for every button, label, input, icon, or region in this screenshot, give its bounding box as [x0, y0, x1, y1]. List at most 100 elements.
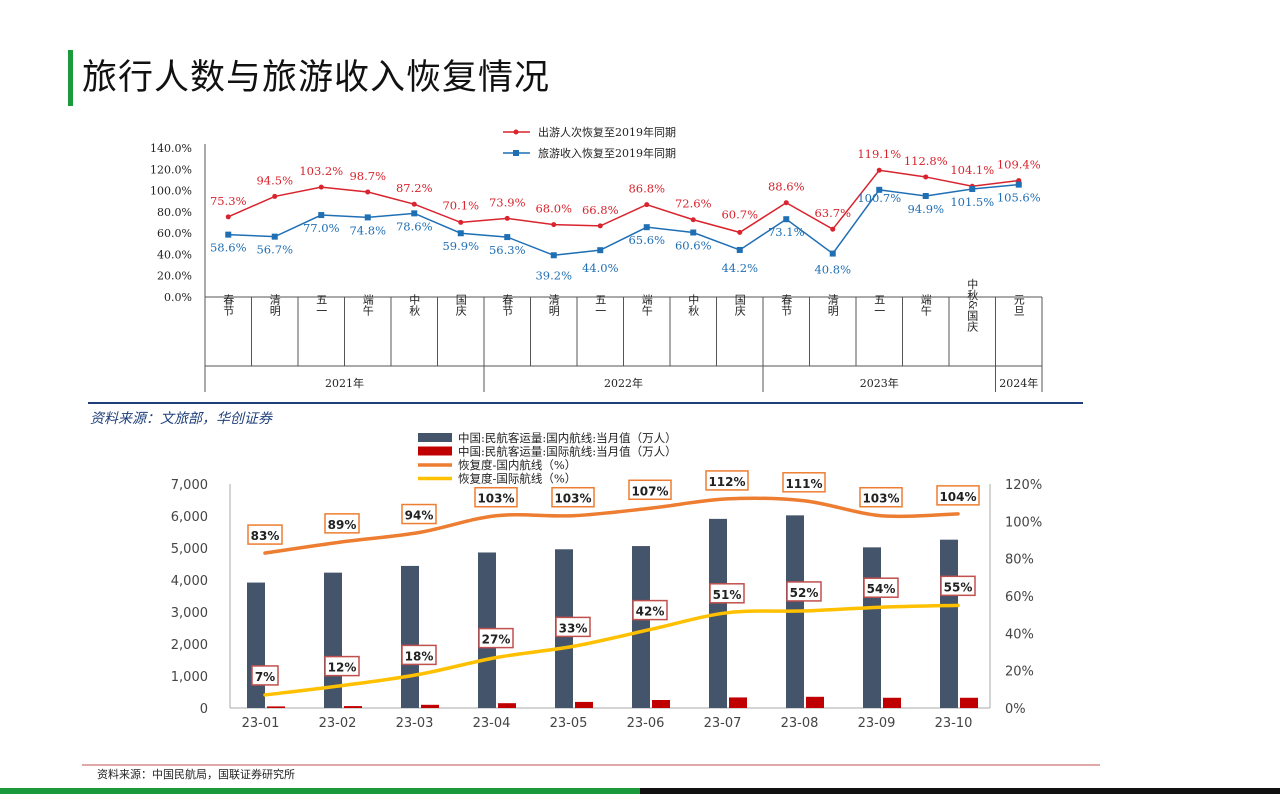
- c1-data-point: [225, 214, 231, 220]
- c1-data-label: 59.9%: [442, 239, 479, 253]
- c2-bar-domestic: [632, 546, 650, 708]
- c2-data-label-box: [247, 524, 283, 545]
- c1-data-label: 98.7%: [349, 169, 386, 183]
- c1-series-line: [227, 169, 1019, 234]
- c1-data-point: [457, 230, 464, 237]
- c1-category-label: 五一: [594, 294, 607, 316]
- c1-data-label: 65.6%: [628, 233, 665, 247]
- c1-category-label: 端午: [919, 294, 932, 316]
- c1-data-label: 87.2%: [396, 181, 433, 195]
- c2-data-label-box: [478, 627, 514, 649]
- c1-group-label: 2022年: [604, 376, 643, 390]
- page-title: 旅行人数与旅游收入恢复情况: [82, 58, 551, 98]
- c1-data-label: 119.1%: [857, 147, 901, 161]
- c2-data-label: 89%: [328, 518, 357, 532]
- c2-data-label: 111%: [785, 477, 822, 491]
- c1-data-point: [644, 202, 650, 208]
- c1-data-point: [504, 234, 511, 241]
- c1-data-label: 75.3%: [210, 194, 247, 208]
- c1-data-label: 78.6%: [396, 219, 433, 233]
- c2-data-label-box: [628, 479, 672, 501]
- c1-data-label: 63.7%: [814, 206, 851, 220]
- c1-category-label: 元旦: [1012, 294, 1025, 316]
- c1-y-tick-label: 60.0%: [157, 227, 192, 240]
- c2-bar-international: [883, 697, 901, 708]
- c2-bar-international: [575, 701, 593, 708]
- c1-group-label: 2021年: [325, 376, 364, 390]
- c2-bar-international: [960, 697, 978, 708]
- c2-y2-tick-label: 80%: [1005, 553, 1034, 568]
- c1-data-point: [411, 201, 417, 207]
- c2-data-label: 94%: [405, 509, 434, 523]
- c1-legend-marker: [513, 129, 519, 135]
- c2-legend-swatch: [418, 446, 452, 456]
- c1-data-point: [830, 226, 836, 232]
- c1-category-label: 春节: [501, 294, 514, 316]
- c1-data-point: [597, 223, 603, 229]
- c2-data-label-box: [782, 472, 826, 493]
- c2-data-label: 55%: [944, 580, 973, 594]
- c2-bar-international: [806, 696, 824, 708]
- c1-data-label: 56.3%: [489, 243, 526, 257]
- c2-x-tick-label: 23-09: [858, 716, 896, 731]
- c2-bar-international: [421, 704, 439, 708]
- c1-data-label: 56.7%: [256, 243, 293, 257]
- c1-data-point: [597, 247, 604, 254]
- c2-data-label: 83%: [251, 529, 280, 543]
- c2-data-label: 104%: [939, 490, 976, 504]
- c1-data-label: 44.2%: [721, 261, 758, 275]
- c1-data-point: [783, 216, 790, 223]
- c1-data-point: [969, 185, 976, 192]
- c2-y2-tick-label: 100%: [1005, 515, 1042, 530]
- c2-bar-domestic: [247, 582, 265, 708]
- c1-data-label: 60.7%: [721, 207, 758, 221]
- c1-data-label: 77.0%: [303, 221, 340, 235]
- c1-data-label: 100.7%: [857, 191, 901, 205]
- c1-data-label: 40.8%: [814, 263, 851, 277]
- c2-data-label-box: [786, 581, 822, 602]
- c1-data-point: [922, 192, 929, 199]
- source-note-2: 资料来源：中国民航局，国联证券研究所: [97, 768, 295, 781]
- c1-data-label: 44.0%: [582, 261, 619, 275]
- c1-category-label: 国庆: [454, 294, 467, 317]
- c1-category-label: 五一: [873, 294, 886, 316]
- c2-bar-international: [498, 703, 516, 708]
- c1-legend-label: 旅游收入恢复至2019年同期: [538, 146, 676, 160]
- c1-category-label: 清明: [547, 294, 560, 317]
- c2-data-label-box: [251, 665, 279, 686]
- c2-y-tick-label: 5,000: [171, 542, 208, 557]
- c1-data-label: 66.8%: [582, 203, 619, 217]
- c1-data-point: [1015, 181, 1022, 188]
- c1-data-point: [504, 215, 510, 221]
- c1-category-label: 端午: [640, 294, 653, 316]
- c1-group-label: 2023年: [860, 376, 899, 390]
- c1-data-point: [225, 231, 232, 238]
- c1-category-label: 清明: [268, 294, 281, 317]
- c1-category-label: 春节: [222, 294, 235, 316]
- footer-black-bar: [640, 788, 1280, 794]
- c1-y-tick-label: 80.0%: [157, 206, 192, 219]
- c1-data-point: [829, 250, 836, 257]
- c2-data-label: 12%: [328, 661, 357, 675]
- c1-data-label: 105.6%: [997, 191, 1041, 205]
- c2-data-label-box: [324, 513, 360, 534]
- c1-data-point: [458, 219, 464, 225]
- c2-bar-international: [344, 706, 362, 708]
- c2-x-tick-label: 23-02: [319, 716, 357, 731]
- c2-domestic-recovery-line: [263, 496, 960, 555]
- c1-y-tick-label: 0.0%: [164, 291, 192, 304]
- c2-data-label-box: [940, 575, 976, 597]
- title-accent-bar: [68, 50, 73, 106]
- c2-y-tick-label: 6,000: [171, 510, 208, 525]
- c2-data-label-box: [705, 470, 749, 491]
- c2-data-label-box: [401, 644, 437, 666]
- c1-data-label: 109.4%: [997, 158, 1041, 172]
- c2-data-label: 103%: [862, 492, 899, 506]
- c1-y-tick-label: 120.0%: [150, 163, 192, 176]
- c2-y-tick-label: 7,000: [171, 478, 208, 493]
- c1-data-point: [550, 252, 557, 259]
- source-note-1: 资料来源：文旅部，华创证券: [90, 411, 272, 427]
- c1-data-point: [365, 189, 371, 195]
- c1-data-point: [318, 212, 325, 219]
- c1-category-label: 中秋: [687, 294, 700, 317]
